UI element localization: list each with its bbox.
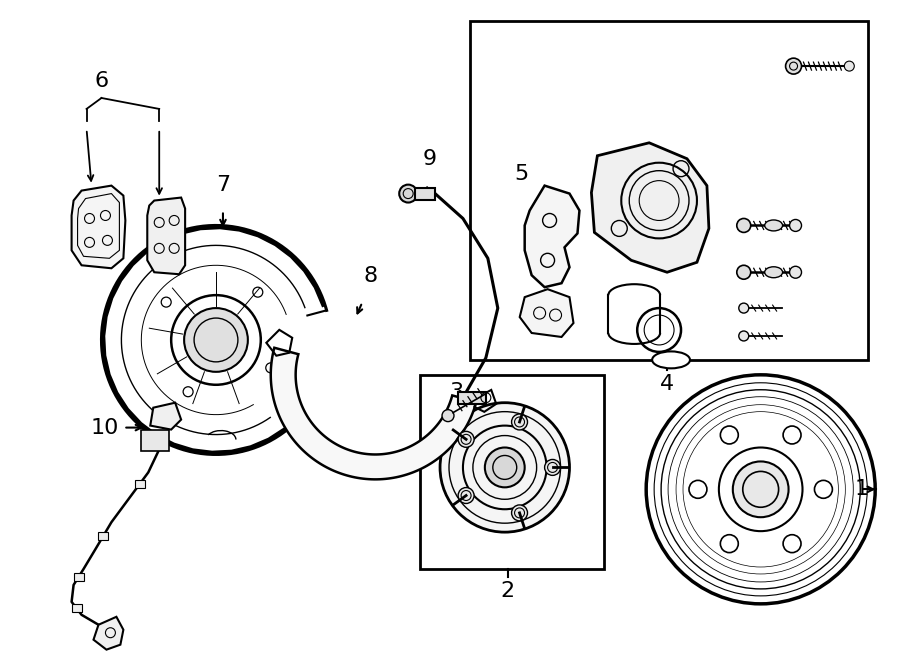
Bar — [470, 21, 868, 360]
Bar — [420, 375, 604, 569]
Circle shape — [184, 308, 248, 372]
Text: 10: 10 — [91, 418, 120, 438]
Polygon shape — [72, 186, 125, 268]
Circle shape — [544, 459, 561, 475]
Bar — [415, 188, 435, 200]
Bar — [72, 604, 82, 612]
Text: 7: 7 — [216, 175, 230, 194]
Circle shape — [511, 505, 527, 521]
Circle shape — [844, 61, 854, 71]
Ellipse shape — [652, 352, 690, 368]
Text: 4: 4 — [660, 374, 674, 394]
Circle shape — [458, 488, 474, 504]
Circle shape — [737, 265, 751, 279]
Circle shape — [786, 58, 802, 74]
Circle shape — [789, 266, 802, 278]
Polygon shape — [271, 348, 476, 479]
Polygon shape — [94, 617, 123, 650]
Text: 1: 1 — [854, 479, 868, 499]
Circle shape — [737, 219, 751, 233]
Circle shape — [733, 461, 788, 517]
Polygon shape — [148, 198, 185, 274]
Circle shape — [458, 432, 474, 447]
Text: 8: 8 — [364, 266, 377, 286]
Text: 5: 5 — [515, 164, 529, 184]
Circle shape — [511, 414, 527, 430]
Circle shape — [739, 303, 749, 313]
Circle shape — [440, 403, 570, 532]
Circle shape — [485, 447, 525, 487]
Polygon shape — [591, 143, 709, 272]
Text: 2: 2 — [500, 581, 515, 601]
Bar — [141, 430, 169, 451]
Bar — [98, 531, 108, 539]
Ellipse shape — [765, 220, 783, 231]
Polygon shape — [519, 289, 573, 337]
Circle shape — [789, 219, 802, 231]
Bar — [135, 480, 145, 488]
Text: 9: 9 — [423, 149, 437, 169]
Polygon shape — [150, 403, 181, 430]
Circle shape — [400, 184, 417, 202]
Circle shape — [739, 331, 749, 341]
Ellipse shape — [765, 267, 783, 278]
Bar — [74, 573, 84, 581]
Bar — [458, 392, 486, 404]
Polygon shape — [525, 186, 580, 287]
Text: 3: 3 — [449, 381, 463, 402]
Circle shape — [442, 410, 454, 422]
Text: 6: 6 — [94, 71, 109, 91]
